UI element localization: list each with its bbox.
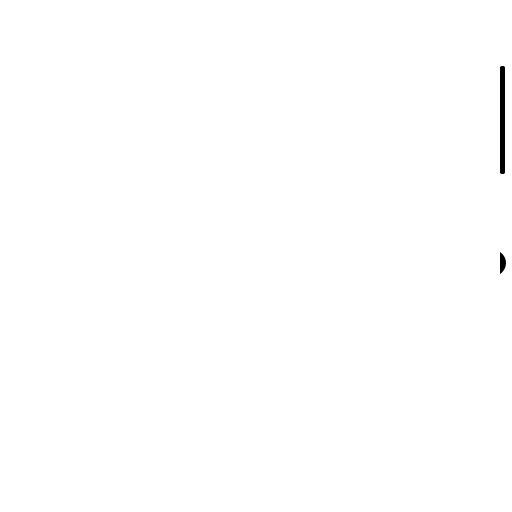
- handle-icon[interactable]: [500, 250, 506, 276]
- scrollbar-thumb-icon[interactable]: [500, 66, 505, 174]
